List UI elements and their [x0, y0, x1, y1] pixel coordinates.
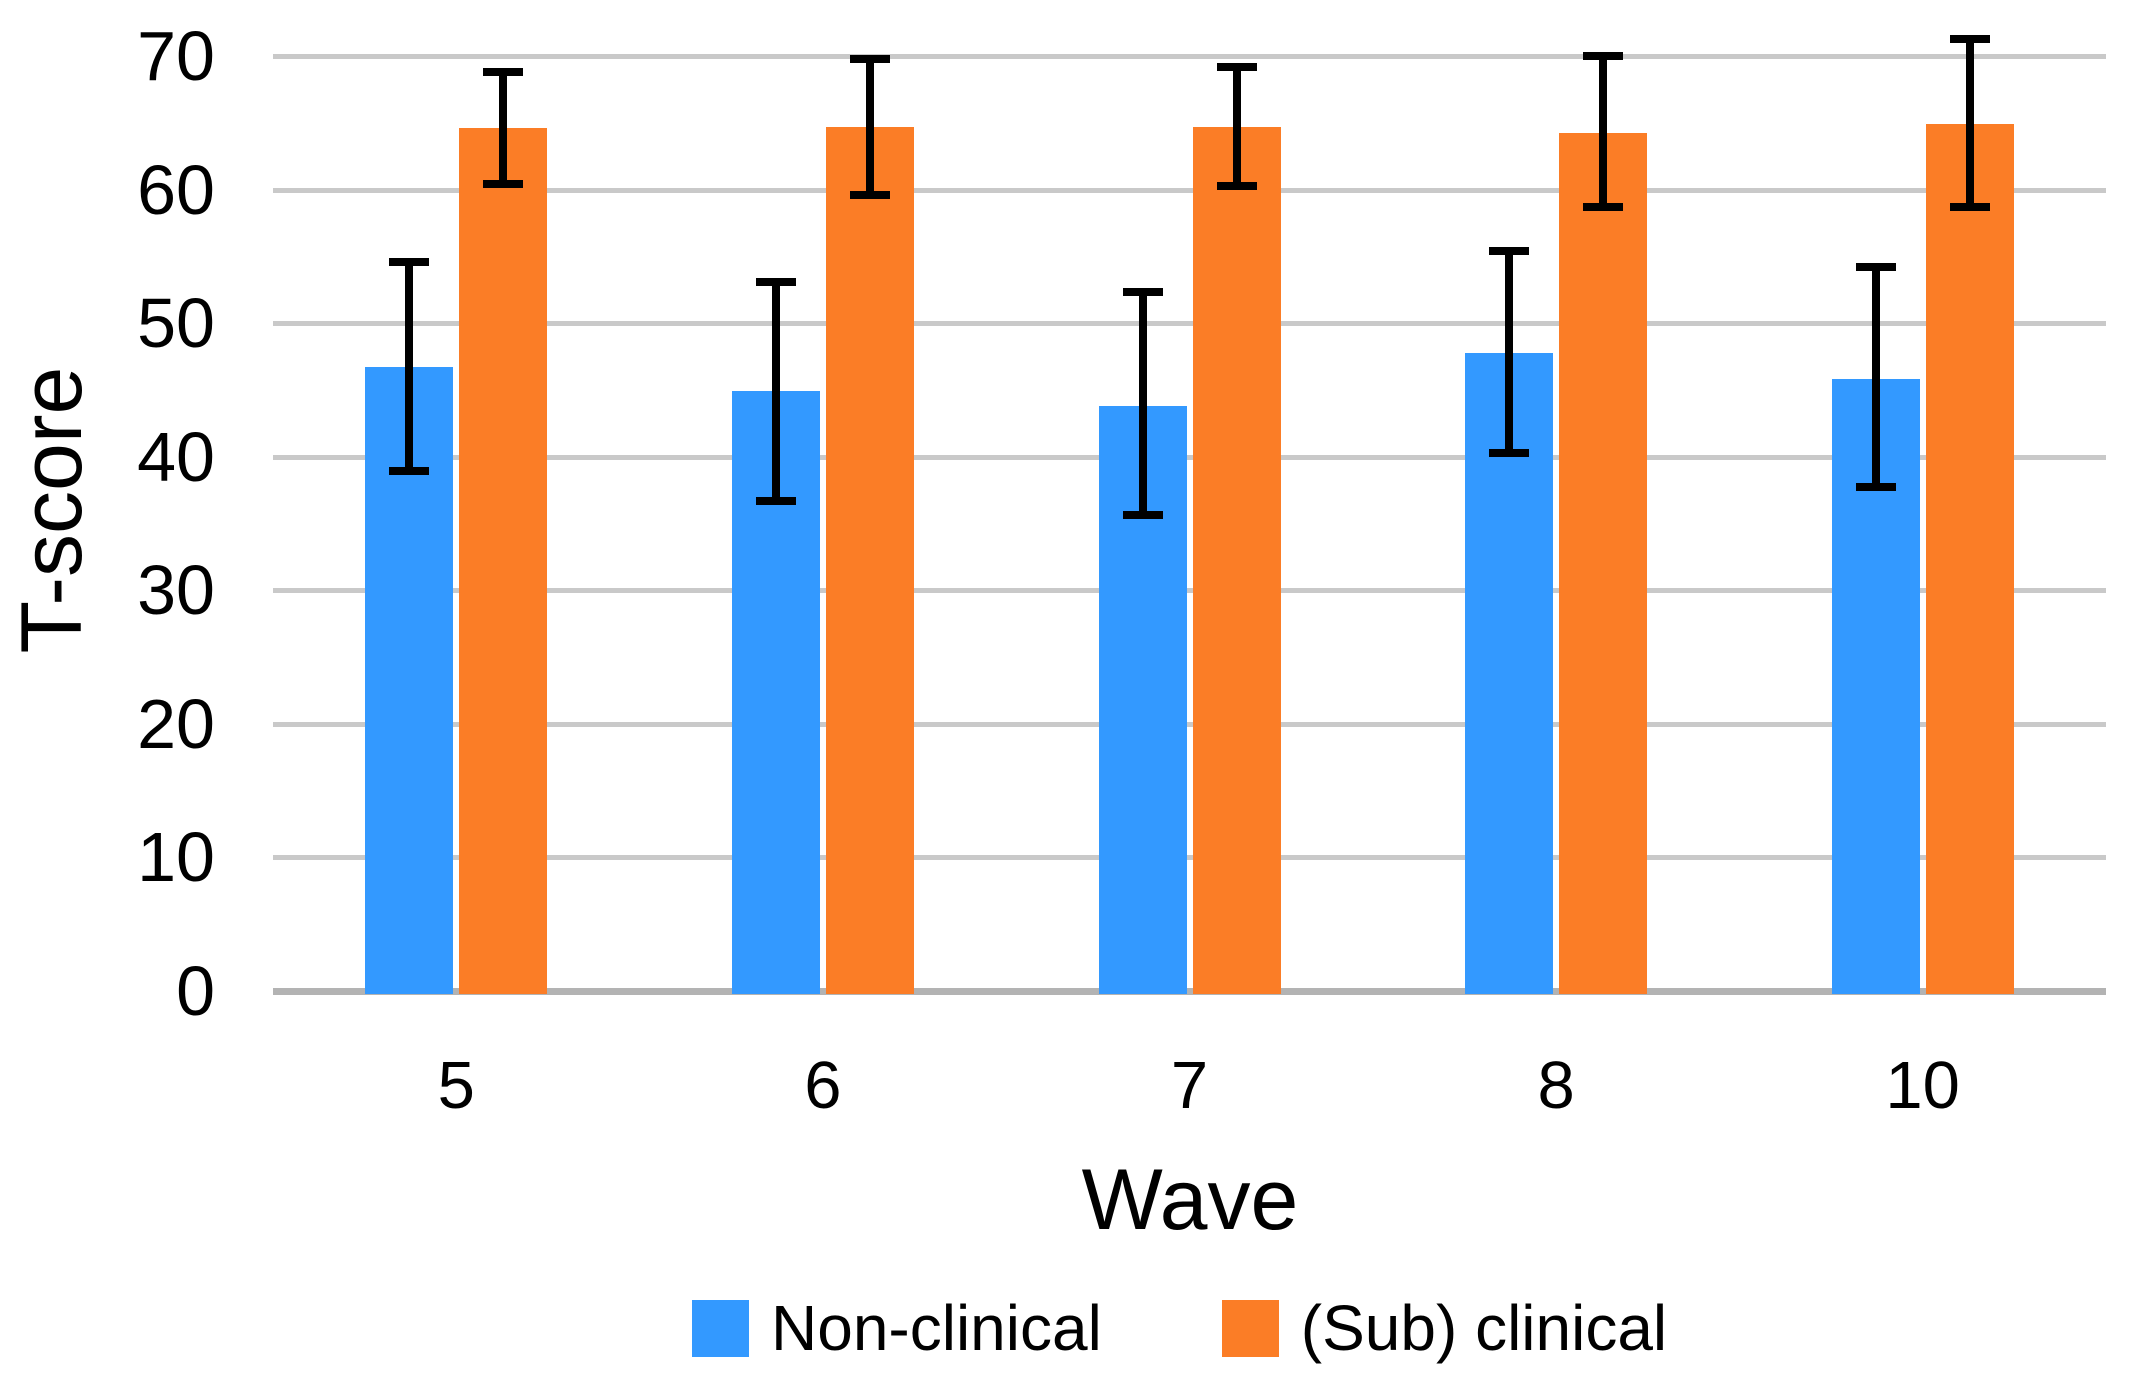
y-tick-label-0: 0 — [176, 952, 215, 1030]
error-bar-line-subclinical-wave6 — [865, 58, 874, 195]
legend-item-nonclinical: Non-clinical — [692, 1294, 1102, 1362]
x-axis-title: Wave — [1081, 1152, 1299, 1248]
x-tick-label-5: 5 — [437, 1048, 475, 1123]
error-bar-cap-top-subclinical-wave5 — [483, 68, 524, 77]
error-bar-line-subclinical-wave5 — [499, 72, 508, 185]
error-bar-line-subclinical-wave7 — [1232, 66, 1241, 186]
x-tick-label-10: 10 — [1885, 1048, 1960, 1123]
error-bar-cap-top-nonclinical-wave7 — [1122, 288, 1163, 297]
y-tick-label-30: 30 — [137, 551, 215, 630]
y-tick-label-40: 40 — [137, 417, 215, 496]
error-bar-line-nonclinical-wave10 — [1871, 267, 1880, 488]
bar-subclinical-wave5 — [459, 128, 548, 994]
gridline-0 — [273, 988, 2106, 995]
bar-subclinical-wave7 — [1192, 126, 1281, 994]
legend-swatch-nonclinical-icon — [692, 1299, 749, 1357]
error-bar-cap-top-subclinical-wave10 — [1949, 34, 1990, 43]
x-tick-label-7: 7 — [1170, 1048, 1209, 1123]
error-bar-cap-bottom-nonclinical-wave10 — [1855, 483, 1896, 492]
error-bar-line-subclinical-wave8 — [1599, 56, 1608, 207]
x-tick-label-6: 6 — [804, 1048, 842, 1123]
error-bar-cap-bottom-subclinical-wave6 — [849, 190, 890, 199]
legend: Non-clinical (Sub) clinical — [692, 1294, 1667, 1362]
y-tick-label-10: 10 — [137, 818, 215, 897]
gridline-70 — [273, 54, 2106, 59]
y-tick-label-20: 20 — [137, 684, 215, 763]
error-bar-cap-top-nonclinical-wave10 — [1855, 263, 1896, 272]
error-bar-cap-bottom-nonclinical-wave5 — [389, 467, 430, 476]
error-bar-line-nonclinical-wave8 — [1505, 251, 1514, 453]
bar-subclinical-wave10 — [1925, 124, 2014, 994]
error-bar-line-nonclinical-wave6 — [771, 281, 780, 501]
gridline-10 — [273, 855, 2106, 861]
gridline-40 — [273, 454, 2106, 460]
bar-subclinical-wave8 — [1559, 133, 1648, 994]
error-bar-cap-top-nonclinical-wave6 — [755, 277, 796, 286]
error-bar-cap-top-nonclinical-wave5 — [389, 257, 430, 266]
error-bar-cap-bottom-subclinical-wave10 — [1949, 202, 1990, 211]
error-bar-cap-bottom-nonclinical-wave7 — [1122, 511, 1163, 520]
legend-label-nonclinical: Non-clinical — [771, 1292, 1102, 1364]
error-bar-line-subclinical-wave10 — [1965, 38, 1974, 207]
error-bar-cap-bottom-subclinical-wave8 — [1583, 202, 1624, 211]
error-bar-line-nonclinical-wave5 — [405, 261, 414, 472]
legend-item-subclinical: (Sub) clinical — [1221, 1292, 1668, 1364]
gridline-20 — [273, 721, 2106, 727]
y-tick-label-60: 60 — [137, 150, 215, 229]
error-bar-cap-bottom-subclinical-wave7 — [1216, 181, 1257, 190]
error-bar-line-nonclinical-wave7 — [1138, 292, 1147, 516]
bar-subclinical-wave6 — [825, 126, 914, 994]
error-bar-cap-bottom-nonclinical-wave6 — [755, 496, 796, 505]
legend-label-subclinical: (Sub) clinical — [1300, 1292, 1668, 1364]
gridline-30 — [273, 588, 2106, 594]
y-tick-label-50: 50 — [137, 284, 215, 363]
gridline-60 — [273, 187, 2106, 193]
error-bar-cap-bottom-nonclinical-wave8 — [1489, 448, 1530, 457]
error-bar-cap-top-subclinical-wave6 — [849, 54, 890, 63]
error-bar-cap-top-nonclinical-wave8 — [1489, 247, 1530, 255]
legend-swatch-subclinical-icon — [1221, 1299, 1279, 1357]
y-axis-title: T-score — [4, 366, 100, 654]
bar-nonclinical-wave8 — [1465, 352, 1554, 994]
error-bar-cap-top-subclinical-wave8 — [1583, 52, 1624, 60]
gridline-50 — [273, 321, 2106, 327]
x-tick-label-8: 8 — [1537, 1048, 1575, 1123]
error-bar-cap-top-subclinical-wave7 — [1216, 62, 1257, 71]
y-tick-label-70: 70 — [137, 17, 215, 95]
error-bar-cap-bottom-subclinical-wave5 — [483, 180, 524, 189]
